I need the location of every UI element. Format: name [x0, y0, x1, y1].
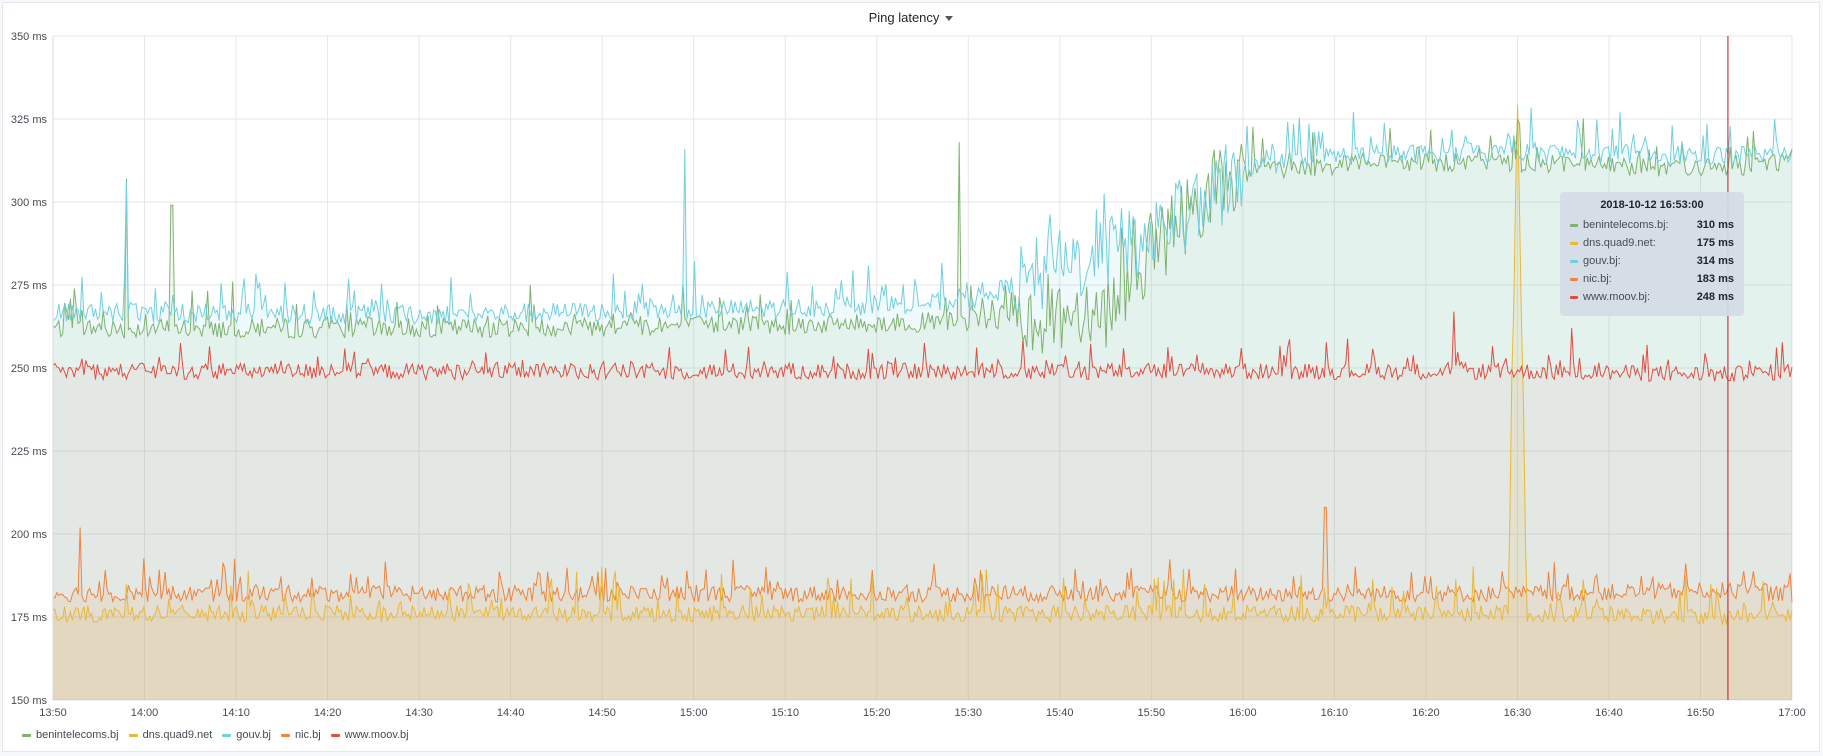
x-tick-label: 17:00 — [1778, 707, 1806, 719]
x-tick-label: 16:10 — [1321, 707, 1349, 719]
legend-label: nic.bj — [294, 729, 321, 741]
legend-swatch — [330, 733, 340, 737]
tooltip-swatch — [1570, 241, 1578, 245]
x-tick-label: 15:10 — [771, 707, 799, 719]
panel-title: Ping latency — [868, 10, 940, 25]
tooltip-value: 248 ms — [1696, 291, 1734, 303]
tooltip-row: nic.bj: 183 ms — [1570, 270, 1734, 288]
series-line-nic-bj[interactable] — [52, 506, 1793, 604]
x-tick-label: 14:10 — [222, 707, 250, 719]
tooltip-row: gouv.bj: 314 ms — [1570, 252, 1734, 270]
tooltip-row: www.moov.bj: 248 ms — [1570, 288, 1734, 306]
tooltip-row: benintelecoms.bj: 310 ms — [1570, 216, 1734, 234]
y-tick-label: 325 ms — [11, 114, 48, 126]
series-area-nic-bj — [53, 507, 1792, 700]
tooltip-swatch — [1570, 259, 1578, 263]
x-tick-label: 13:50 — [39, 707, 67, 719]
x-tick-label: 15:50 — [1138, 707, 1166, 719]
x-tick-label: 16:30 — [1504, 707, 1532, 719]
x-tick-label: 14:40 — [497, 707, 525, 719]
series-line-dns-quad9-net[interactable] — [52, 104, 1793, 626]
tooltip-value: 314 ms — [1696, 255, 1734, 267]
tooltip-series-name: gouv.bj: — [1583, 255, 1621, 267]
tooltip-series-name: dns.quad9.net: — [1583, 237, 1656, 249]
x-tick-label: 14:20 — [314, 707, 342, 719]
y-tick-label: 300 ms — [11, 197, 48, 209]
y-tick-label: 175 ms — [11, 612, 48, 624]
chevron-down-icon — [945, 16, 954, 22]
tooltip-swatch — [1570, 295, 1578, 299]
legend-swatch — [280, 733, 290, 737]
tooltip-swatch — [1570, 277, 1578, 281]
legend-item[interactable]: dns.quad9.net — [128, 729, 213, 741]
series-area-benintelecoms-bj — [53, 118, 1792, 700]
x-tick-label: 15:20 — [863, 707, 891, 719]
legend-item[interactable]: www.moov.bj — [330, 729, 409, 741]
x-tick-label: 16:40 — [1595, 707, 1623, 719]
tooltip-value: 183 ms — [1696, 273, 1734, 285]
tooltip-series-name: benintelecoms.bj: — [1583, 219, 1669, 231]
panel-title-menu[interactable]: Ping latency — [3, 10, 1819, 25]
x-tick-label: 15:30 — [954, 707, 982, 719]
legend-label: dns.quad9.net — [142, 729, 213, 741]
legend-swatch — [128, 733, 138, 737]
legend-item[interactable]: benintelecoms.bj — [22, 729, 119, 741]
hover-tooltip: 2018-10-12 16:53:00 benintelecoms.bj: 310… — [1560, 192, 1744, 316]
tooltip-series-name: www.moov.bj: — [1583, 291, 1651, 303]
x-tick-label: 16:00 — [1229, 707, 1257, 719]
x-tick-label: 14:00 — [131, 707, 159, 719]
legend: benintelecoms.bj dns.quad9.net gouv.bj nic.… — [22, 729, 409, 741]
series-area-gouv-bj — [53, 107, 1792, 701]
x-tick-label: 15:40 — [1046, 707, 1074, 719]
series-line-www-moov-bj[interactable] — [52, 311, 1793, 383]
x-tick-label: 16:20 — [1412, 707, 1440, 719]
x-tick-label: 14:50 — [588, 707, 616, 719]
series-line-gouv-bj[interactable] — [52, 107, 1793, 326]
legend-item[interactable]: nic.bj — [280, 729, 321, 741]
y-tick-label: 150 ms — [11, 695, 48, 707]
y-tick-label: 350 ms — [11, 31, 48, 43]
legend-swatch — [22, 733, 31, 737]
x-tick-label: 14:30 — [405, 707, 433, 719]
x-tick-label: 16:50 — [1687, 707, 1715, 719]
tooltip-row: dns.quad9.net: 175 ms — [1570, 234, 1734, 252]
tooltip-value: 310 ms — [1696, 219, 1734, 231]
y-tick-label: 200 ms — [11, 529, 48, 541]
series-line-benintelecoms-bj[interactable] — [52, 118, 1793, 354]
legend-item[interactable]: gouv.bj — [222, 729, 271, 741]
y-tick-label: 275 ms — [11, 280, 48, 292]
series-area-www-moov-bj — [53, 311, 1792, 700]
series-area-dns-quad9-net — [53, 104, 1792, 701]
tooltip-time: 2018-10-12 16:53:00 — [1600, 199, 1704, 211]
y-tick-label: 225 ms — [11, 446, 48, 458]
tooltip-series-name: nic.bj: — [1583, 273, 1612, 285]
y-tick-label: 250 ms — [11, 363, 48, 375]
tooltip-swatch — [1570, 223, 1578, 227]
legend-swatch — [222, 733, 232, 737]
legend-label: www.moov.bj — [344, 729, 409, 741]
legend-label: gouv.bj — [236, 729, 271, 741]
legend-label: benintelecoms.bj — [36, 729, 119, 741]
x-tick-label: 15:00 — [680, 707, 708, 719]
tooltip-value: 175 ms — [1696, 237, 1734, 249]
